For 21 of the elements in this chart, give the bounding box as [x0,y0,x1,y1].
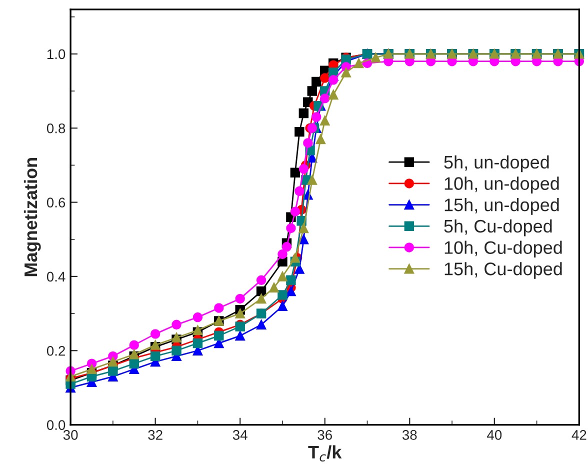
x-axis-title: T$_{c}$/k [308,445,342,462]
legend-label: 15h, Cu-doped [444,262,562,279]
legend-label: 15h, un-doped [444,198,559,215]
y-tick-label: 0.6 [46,198,66,208]
y-tick-label: 0.4 [46,272,66,282]
x-tick-label: 40 [487,430,502,440]
y-tick-label: 0.0 [46,420,66,430]
legend-label: 10h, Cu-doped [444,240,562,258]
legend-label: 5h, Cu-doped [444,219,552,236]
y-tick-label: 1.0 [47,49,66,60]
x-tick-label: 38 [402,430,417,440]
y-tick-label: 0.8 [46,123,66,134]
legend-label: 5h, un-doped [444,155,549,172]
x-tick-label: 30 [63,430,78,440]
x-tick-label: 34 [232,430,248,440]
x-tick-label: 32 [148,430,162,440]
y-axis-title: Magnetization [24,158,41,276]
x-tick-label: 36 [318,430,332,440]
legend-label: 10h, un-doped [444,176,559,194]
y-tick-label: 0.2 [46,346,66,356]
x-tick-label: 42 [572,430,586,440]
